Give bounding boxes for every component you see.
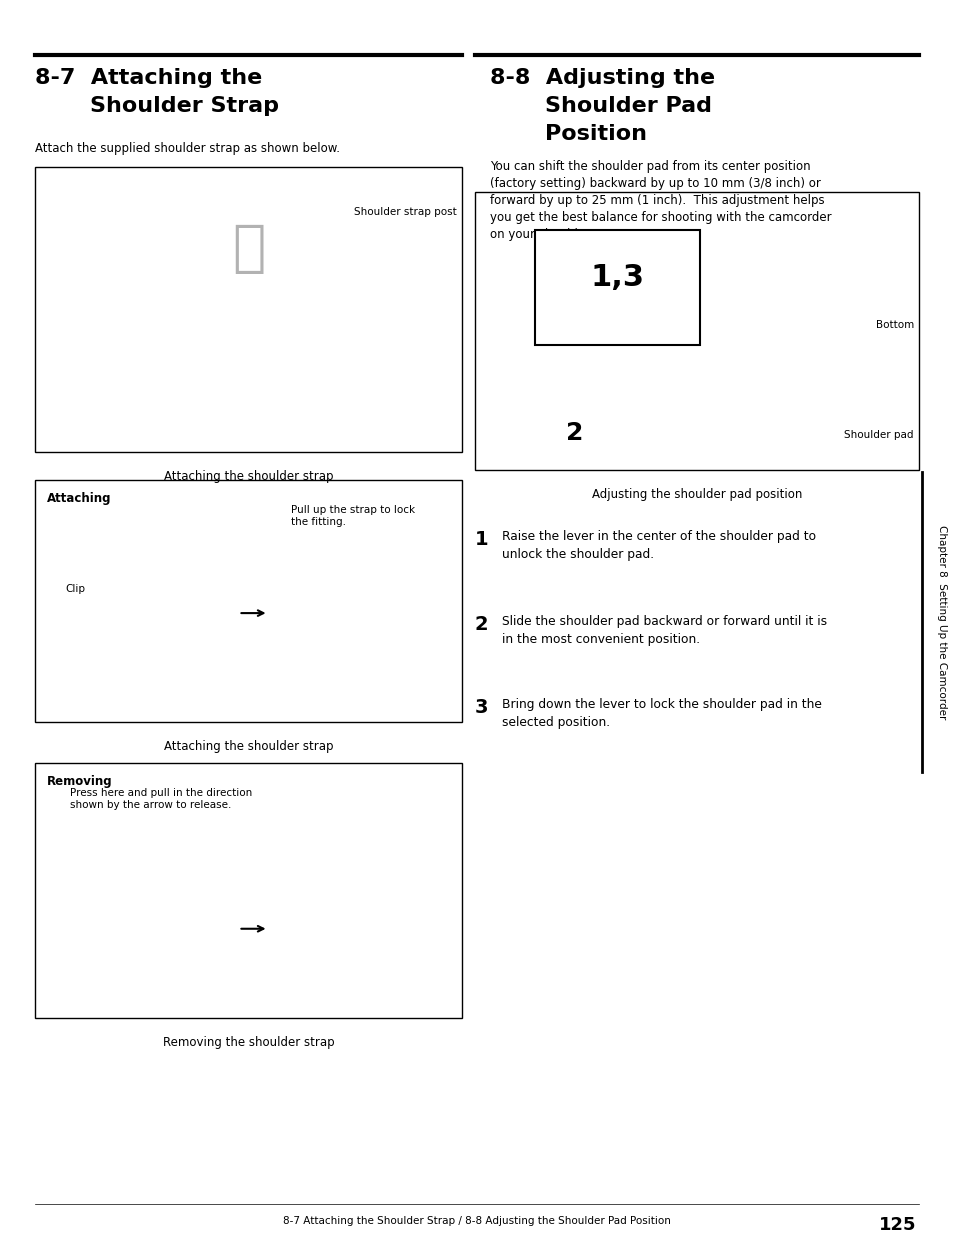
Text: Removing the shoulder strap: Removing the shoulder strap [163,1036,334,1049]
Text: Chapter 8  Setting Up the Camcorder: Chapter 8 Setting Up the Camcorder [936,525,946,719]
Text: 8-8  Adjusting the: 8-8 Adjusting the [490,68,715,88]
Text: 2: 2 [566,420,583,445]
Text: 8-7  Attaching the: 8-7 Attaching the [35,68,262,88]
Text: Attaching: Attaching [47,491,112,505]
Text: Raise the lever in the center of the shoulder pad to
unlock the shoulder pad.: Raise the lever in the center of the sho… [501,530,815,561]
Text: Bottom: Bottom [875,321,913,331]
Bar [35,167,461,452]
Text: 📷: 📷 [232,223,265,276]
Text: Attaching the shoulder strap: Attaching the shoulder strap [164,470,333,483]
Text: Attaching the shoulder strap: Attaching the shoulder strap [164,740,333,753]
Text: 125: 125 [878,1215,915,1234]
Text: Attach the supplied shoulder strap as shown below.: Attach the supplied shoulder strap as sh… [35,142,339,156]
Text: Shoulder Pad: Shoulder Pad [544,96,711,116]
Text: 8-7 Attaching the Shoulder Strap / 8-8 Adjusting the Shoulder Pad Position: 8-7 Attaching the Shoulder Strap / 8-8 A… [283,1215,670,1227]
Text: Bring down the lever to lock the shoulder pad in the
selected position.: Bring down the lever to lock the shoulde… [501,698,821,729]
Text: Position: Position [544,124,646,144]
Text: 1: 1 [475,530,488,549]
Bar [535,230,700,345]
Text: Shoulder pad: Shoulder pad [843,430,913,440]
Text: Clip: Clip [65,583,85,593]
Text: 3: 3 [475,698,488,717]
Bar [35,763,461,1018]
Text: Press here and pull in the direction
shown by the arrow to release.: Press here and pull in the direction sho… [70,787,252,810]
Bar [475,192,918,470]
Text: 1,3: 1,3 [590,262,644,292]
Text: Pull up the strap to lock
the fitting.: Pull up the strap to lock the fitting. [291,505,415,526]
Text: Shoulder strap post: Shoulder strap post [354,207,456,216]
Text: You can shift the shoulder pad from its center position
(factory setting) backwa: You can shift the shoulder pad from its … [490,160,831,241]
Text: Removing: Removing [47,775,112,787]
Text: Adjusting the shoulder pad position: Adjusting the shoulder pad position [591,488,801,501]
Text: Slide the shoulder pad backward or forward until it is
in the most convenient po: Slide the shoulder pad backward or forwa… [501,615,826,646]
Text: 2: 2 [475,615,488,634]
Text: Shoulder Strap: Shoulder Strap [90,96,278,116]
Bar [35,480,461,722]
